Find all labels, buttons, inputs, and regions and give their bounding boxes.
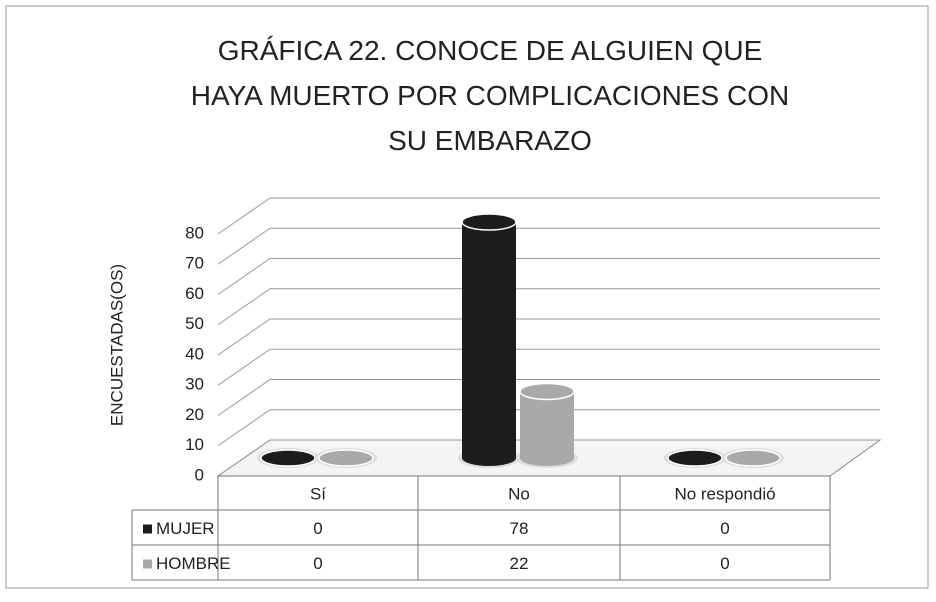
table-value: 0 [313, 519, 322, 538]
cylinder-top [519, 382, 575, 401]
cylinder-top [260, 449, 316, 467]
cylinder-bottom [462, 450, 516, 466]
chart-title: GRÁFICA 22. CONOCE DE ALGUIEN QUE HAYA M… [190, 35, 790, 156]
cylinder-bottom [520, 450, 574, 466]
table-value: 0 [313, 554, 322, 573]
cylinder-top [725, 449, 781, 467]
cylinder-body [462, 222, 516, 458]
grid-line [217, 409, 880, 447]
category-label: No [508, 484, 530, 503]
cylinder [516, 382, 578, 468]
grid-line [217, 318, 880, 356]
grid-line [217, 288, 880, 326]
table-value: 0 [720, 519, 729, 538]
cylinder-body [520, 391, 574, 458]
category-label: Sí [310, 484, 326, 503]
cylinder [722, 448, 784, 468]
grid-line [217, 227, 880, 265]
data-table: Sí No No respondió MUJER 0 78 0 HOMBRE 0 22 0 [131, 475, 831, 581]
table-value: 78 [510, 519, 529, 538]
table-value: 22 [510, 554, 529, 573]
cylinder [257, 448, 319, 468]
legend-label: MUJER [156, 519, 215, 538]
y-tick-label: 10 [185, 435, 204, 454]
cylinder-top [461, 213, 517, 231]
y-axis-label: ENCUESTADAS(OS) [107, 264, 126, 426]
y-tick-label: 0 [195, 465, 204, 484]
grid-line [217, 439, 880, 477]
legend-swatch [143, 524, 152, 534]
y-tick-label: 40 [185, 344, 204, 363]
cylinder-top [318, 449, 374, 467]
category-label: No respondió [674, 484, 775, 503]
cylinder [315, 448, 377, 468]
grid-line [217, 379, 880, 416]
chart-border [5, 5, 929, 589]
legend-swatch [143, 559, 152, 569]
grid-line [217, 197, 880, 235]
y-tick-label: 60 [185, 284, 204, 303]
legend-label: HOMBRE [156, 554, 231, 573]
grid: 0 10 20 30 40 50 60 70 80 [185, 197, 880, 484]
grid-line [217, 348, 880, 386]
table-value: 0 [720, 554, 729, 573]
y-tick-label: 30 [185, 375, 204, 394]
grid-line [217, 258, 880, 295]
y-tick-label: 50 [185, 314, 204, 333]
y-tick-label: 80 [185, 223, 204, 242]
cylinder-top [667, 449, 723, 467]
cylinder [458, 213, 520, 468]
y-tick-label: 20 [185, 405, 204, 424]
y-tick-label: 70 [185, 254, 204, 273]
bars [257, 213, 784, 468]
cylinder [664, 448, 726, 468]
